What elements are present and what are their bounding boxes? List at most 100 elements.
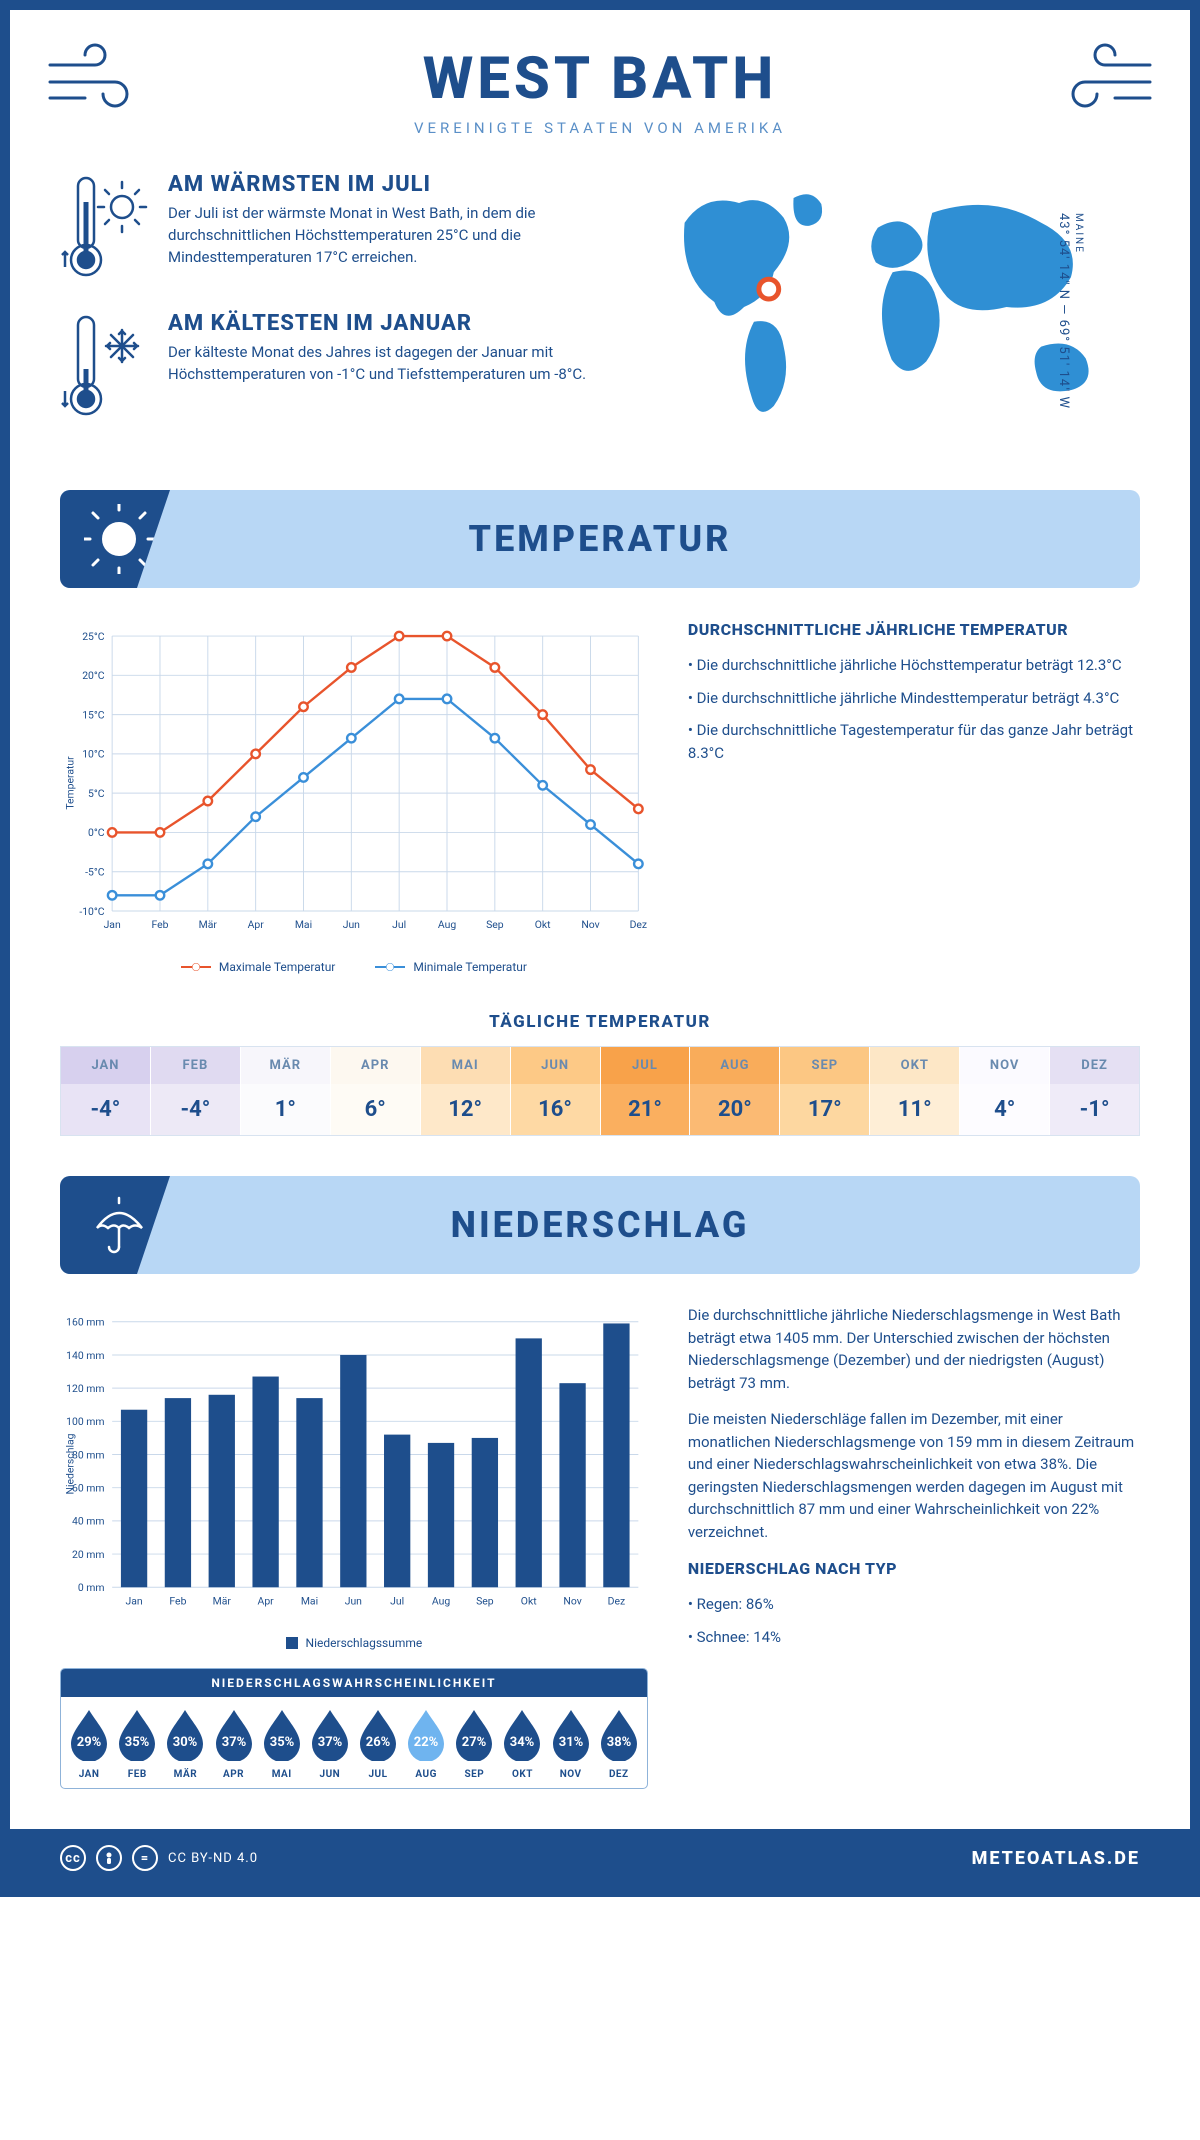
coordinates-label: MAINE 43° 54' 14" N — 69° 51' 14" W bbox=[1056, 213, 1084, 409]
coldest-text: Der kälteste Monat des Jahres ist dagege… bbox=[168, 342, 605, 386]
umbrella-icon bbox=[60, 1176, 170, 1274]
svg-text:0 mm: 0 mm bbox=[78, 1581, 105, 1594]
svg-text:120 mm: 120 mm bbox=[66, 1382, 104, 1395]
svg-text:0°C: 0°C bbox=[88, 826, 105, 839]
daily-temp-cell: SEP17° bbox=[780, 1047, 870, 1135]
daily-temp-cell: DEZ-1° bbox=[1050, 1047, 1139, 1135]
svg-text:Dez: Dez bbox=[630, 918, 648, 931]
svg-text:15°C: 15°C bbox=[82, 708, 105, 721]
svg-text:160 mm: 160 mm bbox=[66, 1316, 104, 1329]
precip-prob-drop: 22% AUG bbox=[402, 1707, 450, 1780]
svg-text:Okt: Okt bbox=[521, 1594, 537, 1607]
svg-text:Sep: Sep bbox=[476, 1594, 494, 1607]
page-subtitle: VEREINIGTE STAATEN VON AMERIKA bbox=[30, 119, 1170, 137]
svg-text:Jun: Jun bbox=[345, 1594, 362, 1607]
svg-text:29%: 29% bbox=[77, 1735, 102, 1750]
svg-text:Niederschlag: Niederschlag bbox=[63, 1433, 76, 1494]
brand-label: METEOATLAS.DE bbox=[972, 1848, 1140, 1869]
license-badge: cc = CC BY-ND 4.0 bbox=[60, 1845, 258, 1871]
svg-text:Jan: Jan bbox=[104, 918, 121, 931]
precip-prob-drop: 30% MÄR bbox=[161, 1707, 209, 1780]
svg-text:Nov: Nov bbox=[563, 1594, 581, 1607]
temperature-heading: TEMPERATUR bbox=[80, 518, 1120, 560]
precip-prob-drop: 35% FEB bbox=[113, 1707, 161, 1780]
svg-text:-5°C: -5°C bbox=[85, 866, 105, 879]
svg-text:20°C: 20°C bbox=[82, 669, 105, 682]
svg-text:5°C: 5°C bbox=[88, 787, 105, 800]
svg-text:34%: 34% bbox=[510, 1735, 535, 1750]
temperature-chart-row: -10°C-5°C0°C5°C10°C15°C20°C25°CJanFebMär… bbox=[10, 588, 1190, 984]
svg-text:40 mm: 40 mm bbox=[72, 1515, 105, 1528]
daily-temp-title: TÄGLICHE TEMPERATUR bbox=[10, 1012, 1190, 1032]
precip-banner: NIEDERSCHLAG bbox=[60, 1176, 1140, 1274]
precip-heading: NIEDERSCHLAG bbox=[80, 1204, 1120, 1246]
page-title: WEST BATH bbox=[30, 45, 1170, 113]
svg-text:35%: 35% bbox=[269, 1735, 294, 1750]
precip-probability-box: NIEDERSCHLAGSWAHRSCHEINLICHKEIT 29% JAN … bbox=[60, 1668, 648, 1789]
svg-text:Okt: Okt bbox=[535, 918, 551, 931]
daily-temp-cell: NOV4° bbox=[960, 1047, 1050, 1135]
world-map: MAINE 43° 54' 14" N — 69° 51' 14" W bbox=[645, 172, 1140, 450]
daily-temp-cell: JAN-4° bbox=[61, 1047, 151, 1135]
precip-prob-drop: 37% JUN bbox=[306, 1707, 354, 1780]
svg-text:140 mm: 140 mm bbox=[66, 1349, 104, 1362]
thermometer-snow-icon bbox=[60, 311, 150, 425]
warmest-text: Der Juli ist der wärmste Monat in West B… bbox=[168, 203, 605, 268]
svg-text:Temperatur: Temperatur bbox=[63, 756, 76, 810]
svg-text:27%: 27% bbox=[462, 1735, 487, 1750]
precip-bar-chart: 0 mm20 mm40 mm60 mm80 mm100 mm120 mm140 … bbox=[60, 1304, 648, 1624]
precip-prob-drop: 26% JUL bbox=[354, 1707, 402, 1780]
precip-summary: Die durchschnittliche jährliche Niedersc… bbox=[688, 1304, 1140, 1789]
warmest-fact: AM WÄRMSTEN IM JULI Der Juli ist der wär… bbox=[60, 172, 605, 286]
daily-temp-cell: OKT11° bbox=[870, 1047, 960, 1135]
daily-temp-cell: AUG20° bbox=[690, 1047, 780, 1135]
svg-text:Jun: Jun bbox=[343, 918, 360, 931]
svg-text:38%: 38% bbox=[607, 1735, 632, 1750]
coldest-fact: AM KÄLTESTEN IM JANUAR Der kälteste Mona… bbox=[60, 311, 605, 425]
svg-text:Nov: Nov bbox=[581, 918, 599, 931]
precip-prob-drop: 37% APR bbox=[209, 1707, 257, 1780]
svg-text:Apr: Apr bbox=[258, 1594, 275, 1607]
daily-temp-table: JAN-4°FEB-4°MÄR1°APR6°MAI12°JUN16°JUL21°… bbox=[60, 1046, 1140, 1136]
intro-row: AM WÄRMSTEN IM JULI Der Juli ist der wär… bbox=[10, 162, 1190, 480]
svg-text:Jul: Jul bbox=[390, 1594, 404, 1607]
precip-legend: Niederschlagssumme bbox=[60, 1636, 648, 1650]
svg-text:Feb: Feb bbox=[151, 918, 168, 931]
sun-icon bbox=[60, 490, 170, 588]
attribution-icon bbox=[96, 1845, 122, 1871]
thermometer-sun-icon bbox=[60, 172, 150, 286]
wind-icon-right bbox=[1035, 40, 1155, 124]
temperature-line-chart: -10°C-5°C0°C5°C10°C15°C20°C25°CJanFebMär… bbox=[60, 618, 648, 948]
temperature-banner: TEMPERATUR bbox=[60, 490, 1140, 588]
precip-chart-row: 0 mm20 mm40 mm60 mm80 mm100 mm120 mm140 … bbox=[10, 1274, 1190, 1799]
svg-text:Aug: Aug bbox=[438, 918, 456, 931]
precip-prob-drop: 35% MAI bbox=[258, 1707, 306, 1780]
wind-icon-left bbox=[45, 40, 165, 124]
temperature-legend: Maximale Temperatur Minimale Temperatur bbox=[60, 960, 648, 974]
svg-text:30%: 30% bbox=[173, 1735, 198, 1750]
precip-prob-drop: 38% DEZ bbox=[595, 1707, 643, 1780]
page: WEST BATH VEREINIGTE STAATEN VON AMERIKA bbox=[0, 0, 1200, 1897]
coldest-title: AM KÄLTESTEN IM JANUAR bbox=[168, 311, 605, 336]
svg-text:60 mm: 60 mm bbox=[72, 1481, 105, 1494]
header: WEST BATH VEREINIGTE STAATEN VON AMERIKA bbox=[10, 10, 1190, 162]
svg-text:26%: 26% bbox=[366, 1735, 391, 1750]
svg-text:Dez: Dez bbox=[608, 1594, 626, 1607]
daily-temp-cell: MAI12° bbox=[421, 1047, 511, 1135]
precip-prob-drop: 27% SEP bbox=[450, 1707, 498, 1780]
svg-text:Mär: Mär bbox=[199, 918, 218, 931]
cc-icon: cc bbox=[60, 1845, 86, 1871]
daily-temp-cell: MÄR1° bbox=[241, 1047, 331, 1135]
svg-text:Apr: Apr bbox=[248, 918, 265, 931]
precip-prob-drop: 31% NOV bbox=[547, 1707, 595, 1780]
svg-text:80 mm: 80 mm bbox=[72, 1448, 105, 1461]
svg-text:37%: 37% bbox=[318, 1735, 343, 1750]
svg-text:Feb: Feb bbox=[169, 1594, 186, 1607]
svg-text:-10°C: -10°C bbox=[79, 905, 104, 918]
svg-text:37%: 37% bbox=[221, 1735, 246, 1750]
svg-text:22%: 22% bbox=[414, 1735, 439, 1750]
svg-text:25°C: 25°C bbox=[82, 630, 105, 643]
svg-text:Aug: Aug bbox=[432, 1594, 450, 1607]
svg-text:20 mm: 20 mm bbox=[72, 1548, 105, 1561]
svg-text:Mai: Mai bbox=[295, 918, 312, 931]
